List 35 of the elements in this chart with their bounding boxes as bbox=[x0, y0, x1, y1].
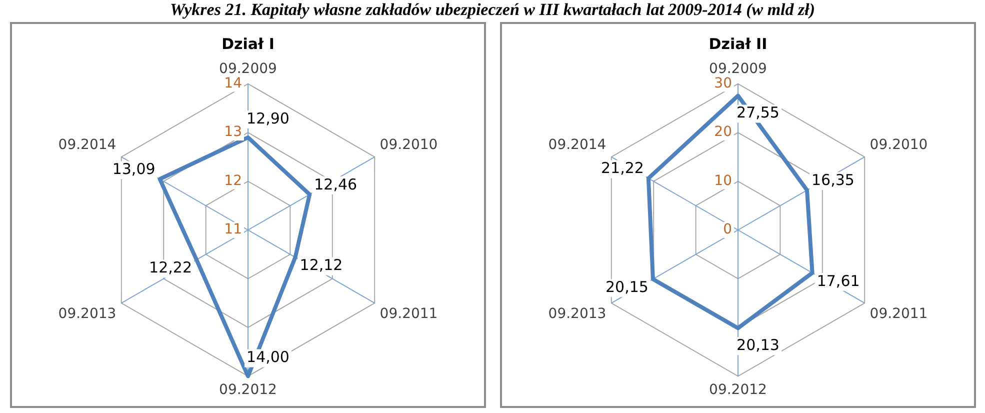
spoke-label: 09.2013 bbox=[548, 306, 606, 322]
text: Wykres 21. Kapitały własne zakładów ubezpieczeń w III kwartałach lat 2009-2014 (w mld zł) bbox=[168, 0, 816, 20]
data-label: 14,00 bbox=[246, 348, 290, 366]
spoke-label: 09.2012 bbox=[709, 382, 767, 398]
spoke-label: 09.2009 bbox=[219, 61, 277, 78]
data-label: 12,22 bbox=[149, 258, 192, 277]
chart-title: Dział II bbox=[708, 34, 768, 53]
data-label: 17,61 bbox=[816, 272, 860, 290]
spoke-label: 09.2012 bbox=[219, 382, 277, 398]
chart-title: Dział I bbox=[222, 34, 274, 53]
data-label: 12,90 bbox=[246, 109, 290, 128]
y-tick-label: 14 bbox=[224, 75, 242, 92]
spoke-label: 09.2011 bbox=[380, 306, 438, 322]
data-label: 12,12 bbox=[300, 256, 343, 274]
y-tick-label: 0 bbox=[723, 222, 732, 238]
spoke-label: 09.2013 bbox=[58, 306, 116, 322]
y-tick-label: 20 bbox=[714, 124, 732, 140]
data-label: 16,35 bbox=[812, 171, 854, 190]
y-tick-label: 12 bbox=[224, 172, 242, 189]
spoke-label: 09.2014 bbox=[548, 137, 606, 154]
data-label: 12,46 bbox=[314, 175, 358, 194]
data-label: 21,22 bbox=[600, 159, 644, 178]
y-tick-label: 10 bbox=[714, 172, 732, 189]
spoke-label: 09.2010 bbox=[870, 137, 928, 154]
spoke-label: 09.2010 bbox=[380, 137, 438, 154]
spoke-label: 09.2009 bbox=[709, 61, 767, 78]
data-label: 27,55 bbox=[736, 104, 780, 122]
data-label: 20,15 bbox=[606, 278, 648, 296]
y-tick-label: 11 bbox=[224, 222, 242, 238]
data-label: 13,09 bbox=[112, 160, 156, 178]
y-tick-label: 13 bbox=[224, 124, 242, 140]
y-tick-label: 30 bbox=[714, 75, 732, 92]
data-label: 20,13 bbox=[736, 336, 780, 354]
spoke-label: 09.2011 bbox=[870, 306, 928, 322]
spoke-label: 09.2014 bbox=[58, 137, 116, 154]
